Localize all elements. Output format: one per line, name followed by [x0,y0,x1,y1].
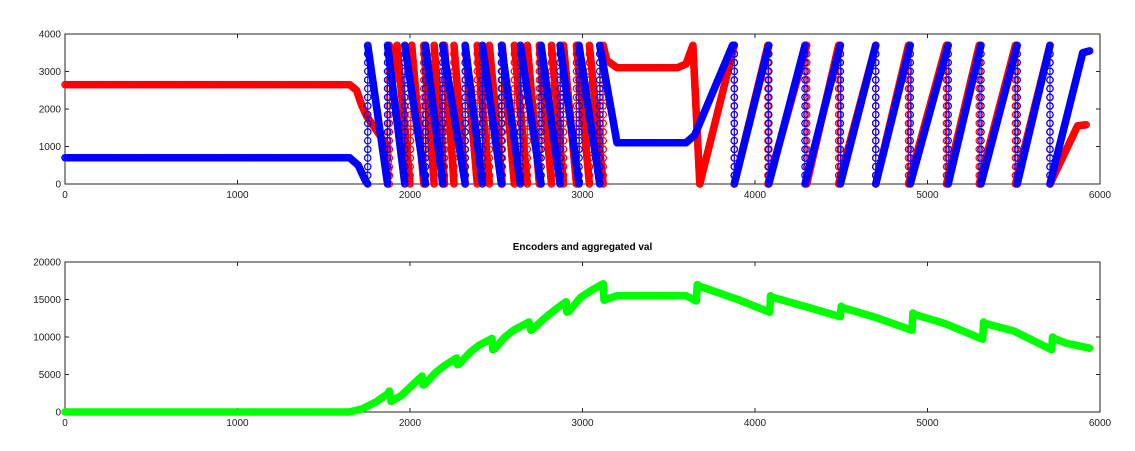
data-point [585,180,594,188]
data-point [383,154,392,162]
data-point [363,136,372,145]
data-point [406,154,415,162]
data-point [430,180,438,188]
data-point [363,102,372,110]
x-tick-label: 5000 [916,190,939,201]
y-tick-label: 0 [55,180,61,191]
data-point [450,171,458,180]
data-point [363,93,372,102]
data-point [430,171,438,180]
data-point [363,119,372,128]
data-point [383,180,392,188]
x-tick-label: 2000 [399,190,422,201]
x-tick-label: 6000 [1089,190,1112,201]
data-point [547,171,556,180]
y-tick-label: 1000 [39,142,62,153]
data-point [363,171,372,180]
data-point [363,180,372,188]
x-tick-label: 3000 [571,190,594,201]
data-point [363,162,372,171]
data-point [1082,120,1091,129]
data-point [406,136,415,145]
data-point [450,180,458,188]
y-tick-label: 3000 [39,67,62,78]
y-tick-label: 2000 [39,105,62,116]
data-point [406,145,415,154]
data-point [383,162,392,171]
data-point [383,110,392,119]
y-tick-label: 4000 [39,30,62,41]
data-point [383,136,392,145]
data-point [406,162,415,171]
data-point [363,154,372,162]
data-point [363,128,372,136]
x-tick-label: 1000 [226,190,249,201]
series-1 [61,41,1094,188]
x-tick-label: 0 [62,190,68,201]
data-point [383,145,392,154]
data-point [363,145,372,154]
data-point [585,162,594,171]
x-tick-label: 4000 [744,190,767,201]
data-point [383,119,392,128]
data-point [547,180,556,188]
data-point [585,171,594,180]
data-point [450,162,458,171]
top-chart: 0 1000 2000 3000 4000 5000 6000 0 1000 2000 3000 40… [39,30,1112,202]
data-point [383,102,392,110]
data-point [363,110,372,119]
data-point [383,128,392,136]
data-point [383,171,392,180]
